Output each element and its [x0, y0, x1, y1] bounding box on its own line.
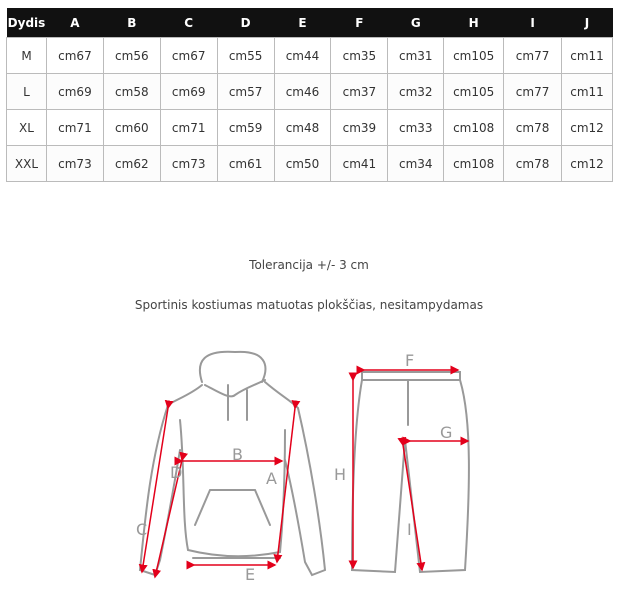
measure-note: Sportinis kostiumas matuotas plokščias, …: [134, 298, 484, 312]
measurement-cell: cm105: [443, 37, 505, 74]
measurement-cell: cm69: [45, 73, 104, 110]
measurement-cell: cm35: [330, 37, 389, 74]
size-cell: M: [6, 37, 47, 74]
label-a: A: [266, 469, 277, 488]
measurement-cell: cm12: [561, 109, 613, 146]
column-header-b: B: [103, 8, 161, 38]
measurement-cell: cm71: [45, 109, 104, 146]
tracksuit-measurement-diagram: C D B A E F G H I: [136, 350, 470, 584]
measurement-cell: cm37: [330, 73, 389, 110]
measurement-cell: cm32: [387, 73, 445, 110]
measurement-cell: cm105: [443, 73, 505, 110]
measurement-cell: cm108: [443, 145, 505, 182]
measurement-cell: cm39: [330, 109, 389, 146]
measurement-cell: cm46: [273, 73, 332, 110]
measurement-cell: cm67: [45, 37, 104, 74]
measurement-cell: cm67: [159, 37, 218, 74]
column-header-j: J: [561, 8, 613, 38]
column-header-e: E: [274, 8, 331, 38]
measurement-cell: cm59: [216, 109, 275, 146]
measurement-cell: cm50: [273, 145, 332, 182]
label-b: B: [232, 445, 243, 464]
measurement-cell: cm73: [159, 145, 218, 182]
measurement-cell: cm60: [102, 109, 161, 146]
column-header-h: H: [443, 8, 504, 38]
measurement-cell: cm41: [330, 145, 389, 182]
arrow-i: [397, 436, 426, 572]
arrow-d: [152, 451, 189, 579]
label-i: I: [407, 520, 412, 539]
measurement-cell: cm34: [387, 145, 445, 182]
column-header-i: I: [503, 8, 562, 38]
measurement-cell: cm55: [216, 37, 275, 74]
measurement-cell: cm77: [503, 37, 563, 74]
label-h: H: [334, 465, 346, 484]
tolerance-text: Tolerancija +/- 3 cm: [249, 258, 369, 272]
label-d: D: [170, 463, 182, 482]
label-g: G: [440, 423, 452, 442]
column-header-dydis: Dydis: [6, 8, 47, 38]
size-table-header: Dydis A B C D E F G H I J: [6, 8, 613, 38]
measurement-cell: cm108: [443, 109, 505, 146]
measurement-cell: cm78: [503, 145, 563, 182]
column-header-a: A: [46, 8, 104, 38]
column-header-f: F: [330, 8, 388, 38]
measurement-cell: cm69: [159, 73, 218, 110]
pants-outline-icon: [350, 371, 470, 574]
label-c: C: [136, 520, 147, 539]
measurement-cell: cm48: [273, 109, 332, 146]
measurement-cell: cm56: [102, 37, 161, 74]
column-header-d: D: [217, 8, 275, 38]
size-cell: XXL: [6, 145, 47, 182]
measurement-cell: cm11: [561, 37, 613, 74]
size-cell: XL: [6, 109, 47, 146]
measurement-cell: cm12: [561, 145, 613, 182]
measurement-cell: cm62: [102, 145, 161, 182]
measurement-cell: cm11: [561, 73, 613, 110]
measurement-cell: cm58: [102, 73, 161, 110]
arrow-c: [138, 399, 174, 574]
measurement-cell: cm78: [503, 109, 563, 146]
measurement-cell: cm71: [159, 109, 218, 146]
size-cell: L: [6, 73, 47, 110]
measurement-cell: cm33: [387, 109, 445, 146]
measurement-cell: cm77: [503, 73, 563, 110]
measurement-cell: cm57: [216, 73, 275, 110]
measurement-cell: cm73: [45, 145, 104, 182]
table-row: XL cm71 cm60 cm71 cm59 cm48 cm39 cm33 cm108 cm78 c…: [6, 109, 613, 146]
table-row: XXL cm73 cm62 cm73 cm61 cm50 cm41 cm34 cm108 cm78…: [6, 145, 613, 182]
column-header-g: G: [387, 8, 444, 38]
arrow-a: [273, 400, 301, 564]
measurement-cell: cm31: [387, 37, 445, 74]
measurement-arrows: [138, 365, 470, 579]
label-f: F: [405, 351, 414, 370]
column-header-c: C: [160, 8, 218, 38]
measurement-cell: cm44: [273, 37, 332, 74]
label-e: E: [245, 565, 255, 584]
measurement-cell: cm61: [216, 145, 275, 182]
